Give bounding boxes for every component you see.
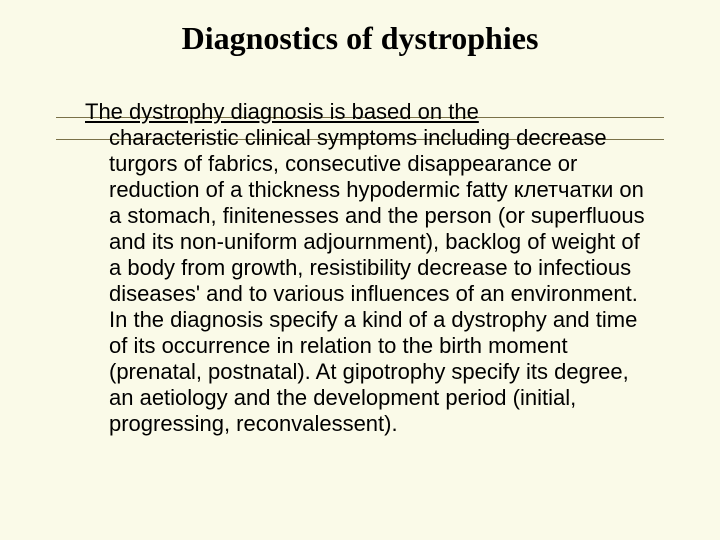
text-block: The dystrophy diagnosis is based on the … xyxy=(85,99,645,437)
slide: Diagnostics of dystrophies The dystrophy… xyxy=(0,0,720,540)
slide-title: Diagnostics of dystrophies xyxy=(0,20,720,57)
lead-sentence: The dystrophy diagnosis is based on the xyxy=(85,99,479,124)
body-paragraph: characteristic clinical symptoms includi… xyxy=(109,125,645,437)
